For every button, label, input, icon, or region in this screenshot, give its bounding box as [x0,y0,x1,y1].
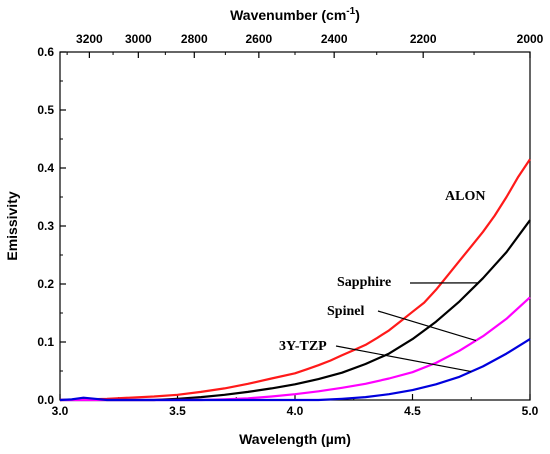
x-tick-label: 3.0 [52,404,69,418]
annotation-spinel: Spinel [327,304,364,319]
x-axis-title: Wavelength (µm) [239,431,351,447]
series-line-alon [59,158,531,402]
top-tick-label: 3200 [76,32,103,46]
top-tick-label: 2600 [245,32,272,46]
top-axis-title-close: ) [355,7,360,23]
series-line-3y-tzp [59,338,531,402]
annotation-leader [335,345,472,373]
y-tick-label: 0.4 [37,161,54,175]
axis-ticks: 3.0 3.5 4.0 4.5 5.0 0.0 0.1 0.2 0.3 0.4 0.5 0.6 3200… [37,32,543,418]
annotation-layer: ALON Sapphire Spinel 3Y-TZP [279,189,485,373]
y-tick-label: 0.6 [37,45,54,59]
x-tick-label: 4.5 [404,404,421,418]
top-tick-label: 2400 [321,32,348,46]
y-tick-label: 0.2 [37,277,54,291]
y-tick-label: 0.3 [37,219,54,233]
series-line-sapphire [60,219,531,402]
top-axis-title-main: Wavenumber (cm [230,7,346,23]
top-tick-label: 3000 [125,32,152,46]
y-tick-label: 0.0 [37,393,54,407]
top-tick-label: 2200 [410,32,437,46]
x-tick-label: 3.5 [169,404,186,418]
top-axis-title-sup: -1 [346,6,355,17]
y-axis-title: Emissivity [4,191,20,260]
y-tick-label: 0.1 [37,335,54,349]
top-tick-label: 2800 [181,32,208,46]
annotation-leader [377,310,477,342]
series-layer [59,158,531,402]
x-tick-label: 5.0 [522,404,539,418]
series-line-spinel [60,296,531,402]
top-tick-label: 2000 [517,32,544,46]
x-tick-label: 4.0 [287,404,304,418]
annotation-alon: ALON [445,189,485,204]
annotation-sapphire: Sapphire [337,275,391,290]
annotation-3y-tzp: 3Y-TZP [279,339,327,354]
y-tick-label: 0.5 [37,103,54,117]
top-axis-title: Wavenumber (cm-1) [230,6,360,23]
